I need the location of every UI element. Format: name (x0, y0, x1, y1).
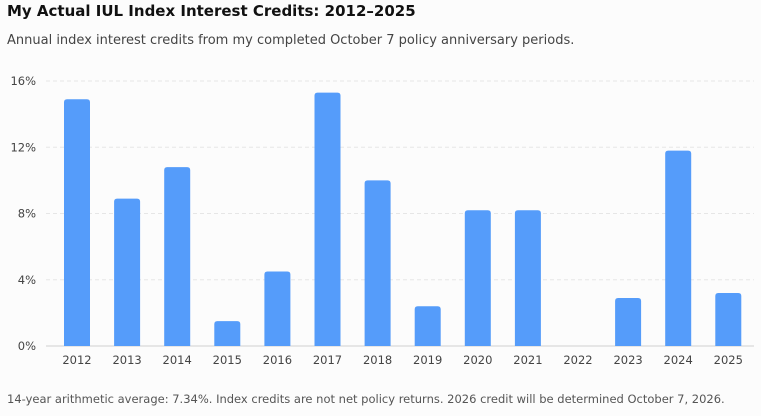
x-tick-label: 2018 (363, 353, 392, 367)
x-tick-label: 2015 (213, 353, 242, 367)
chart-footnote: 14-year arithmetic average: 7.34%. Index… (7, 392, 725, 406)
bar-2024[interactable] (665, 150, 692, 346)
bar-2014[interactable] (164, 167, 191, 346)
bar-2018[interactable] (364, 180, 391, 346)
x-tick-label: 2023 (613, 353, 642, 367)
y-tick-label: 16% (10, 74, 36, 88)
x-tick-label: 2025 (714, 353, 743, 367)
bar-2013[interactable] (114, 198, 141, 346)
chart-subtitle: Annual index interest credits from my co… (7, 33, 575, 48)
x-tick-label: 2016 (263, 353, 292, 367)
bar-2017[interactable] (314, 92, 341, 346)
y-tick-label: 0% (18, 339, 36, 353)
bar-2012[interactable] (64, 99, 90, 346)
x-tick-label: 2013 (112, 353, 141, 367)
x-tick-label: 2012 (62, 353, 91, 367)
bar-2015[interactable] (214, 321, 241, 346)
bar-2019[interactable] (414, 306, 441, 346)
y-tick-label: 4% (18, 273, 36, 287)
x-tick-label: 2014 (163, 353, 192, 367)
x-axis-tick-labels: 2012 2013 2014 2015 2016 2017 2018 2019 2020 2021… (62, 353, 743, 367)
x-tick-label: 2017 (313, 353, 342, 367)
bar-2025[interactable] (715, 293, 742, 346)
y-tick-label: 8% (18, 207, 36, 221)
y-tick-label: 12% (10, 140, 36, 154)
chart-title: My Actual IUL Index Interest Credits: 20… (7, 2, 416, 20)
bar-2016[interactable] (264, 271, 291, 346)
x-tick-label: 2020 (463, 353, 492, 367)
x-tick-label: 2024 (664, 353, 693, 367)
x-tick-label: 2021 (513, 353, 542, 367)
x-tick-label: 2019 (413, 353, 442, 367)
x-tick-label: 2022 (563, 353, 592, 367)
bar-2021[interactable] (514, 210, 541, 346)
bar-2020[interactable] (464, 210, 491, 346)
bar-2023[interactable] (615, 297, 642, 346)
gridlines (46, 80, 754, 347)
bars (64, 92, 742, 346)
y-axis-tick-labels: 0% 4% 8% 12% 16% (10, 74, 36, 353)
